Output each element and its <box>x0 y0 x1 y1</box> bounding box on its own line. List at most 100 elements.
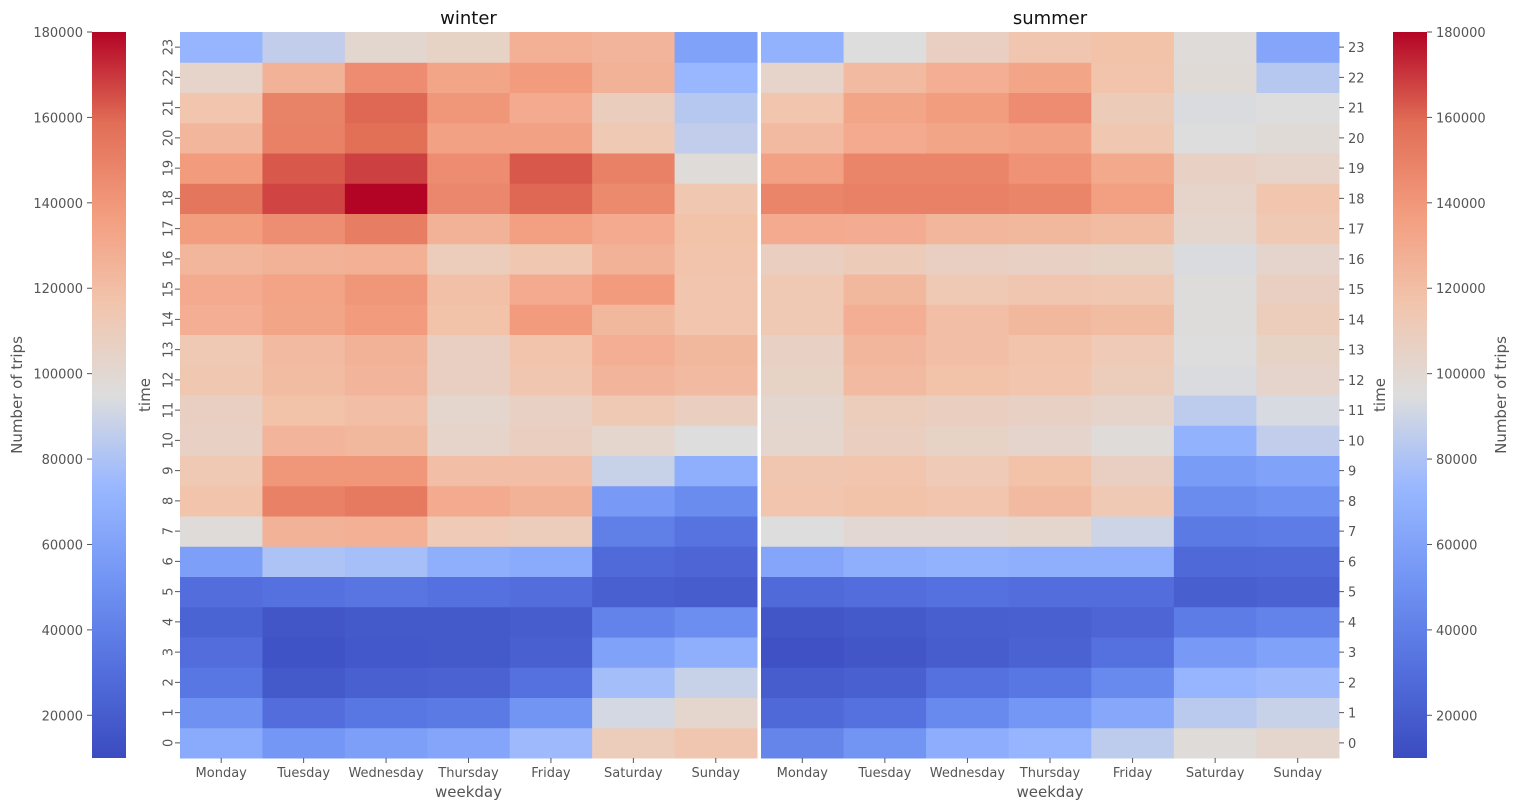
summer-ytick-label: 14 <box>1348 313 1365 328</box>
winter-cell-saturday-19 <box>592 153 676 184</box>
summer-cell-friday-20 <box>1091 122 1175 154</box>
colorbar-tick-label: 60000 <box>1436 538 1477 553</box>
summer-cell-wednesday-4 <box>926 606 1010 638</box>
winter-cell-monday-14 <box>180 304 263 335</box>
summer-cell-wednesday-12 <box>926 364 1010 396</box>
winter-xtick-label: Monday <box>196 766 248 781</box>
summer-cell-monday-16 <box>761 243 845 275</box>
winter-cell-tuesday-1 <box>262 697 346 729</box>
winter-cell-sunday-9 <box>674 455 758 487</box>
summer-cell-sunday-8 <box>1256 485 1340 517</box>
winter-cell-monday-22 <box>180 62 263 93</box>
winter-cell-friday-0 <box>509 727 593 759</box>
summer-cell-saturday-0 <box>1173 727 1257 759</box>
winter-cell-friday-11 <box>509 395 593 426</box>
winter-cell-monday-13 <box>180 334 263 366</box>
winter-cell-thursday-21 <box>427 92 511 124</box>
winter-cell-saturday-3 <box>592 637 676 668</box>
winter-cell-monday-6 <box>180 546 263 577</box>
summer-cell-sunday-12 <box>1256 364 1340 396</box>
summer-cell-monday-14 <box>761 304 845 335</box>
summer-ytick-label: 23 <box>1348 41 1365 56</box>
winter-cell-saturday-6 <box>592 546 676 577</box>
summer-cell-wednesday-19 <box>926 153 1010 184</box>
summer-cell-sunday-2 <box>1256 667 1340 698</box>
summer-cell-sunday-0 <box>1256 727 1340 759</box>
summer-cell-thursday-12 <box>1008 364 1092 396</box>
winter-cell-tuesday-2 <box>262 667 346 698</box>
summer-cell-wednesday-1 <box>926 697 1010 729</box>
winter-cell-saturday-4 <box>592 606 676 638</box>
summer-cell-monday-22 <box>761 62 845 93</box>
summer-ytick-label: 20 <box>1348 132 1365 147</box>
winter-cell-thursday-4 <box>427 606 511 638</box>
summer-cell-sunday-9 <box>1256 455 1340 487</box>
winter-cell-wednesday-12 <box>344 364 428 396</box>
winter-ytick-label: 3 <box>162 648 177 656</box>
winter-ytick-label: 12 <box>162 372 177 389</box>
summer-ytick-label: 15 <box>1348 283 1365 298</box>
summer-cell-tuesday-17 <box>843 213 927 245</box>
summer-cell-friday-22 <box>1091 62 1175 93</box>
summer-cell-thursday-13 <box>1008 334 1092 366</box>
winter-cell-thursday-12 <box>427 364 511 396</box>
winter-cell-wednesday-7 <box>344 516 428 547</box>
summer-cell-wednesday-9 <box>926 455 1010 487</box>
winter-cell-sunday-15 <box>674 274 758 305</box>
winter-cell-thursday-13 <box>427 334 511 366</box>
summer-cell-saturday-14 <box>1173 304 1257 335</box>
winter-ytick-label: 10 <box>162 432 177 449</box>
winter-cell-friday-18 <box>509 183 593 214</box>
winter-cell-saturday-11 <box>592 395 676 426</box>
winter-cell-tuesday-22 <box>262 62 346 93</box>
colorbar-tick-label: 80000 <box>1436 453 1477 468</box>
winter-ytick-label: 23 <box>162 39 177 56</box>
winter-cell-saturday-21 <box>592 92 676 124</box>
summer-cell-friday-15 <box>1091 274 1175 305</box>
summer-cell-tuesday-18 <box>843 183 927 214</box>
summer-cell-sunday-22 <box>1256 62 1340 93</box>
summer-cell-monday-7 <box>761 516 845 547</box>
summer-cell-thursday-3 <box>1008 637 1092 668</box>
winter-cell-monday-10 <box>180 425 263 456</box>
summer-cell-tuesday-16 <box>843 243 927 275</box>
winter-cell-saturday-23 <box>592 32 676 63</box>
winter-cell-sunday-22 <box>674 62 758 93</box>
summer-cell-wednesday-7 <box>926 516 1010 547</box>
winter-ytick-label: 11 <box>162 402 177 419</box>
winter-xtick-label: Saturday <box>604 766 663 781</box>
winter-ytick-label: 14 <box>162 311 177 328</box>
winter-cell-friday-13 <box>509 334 593 366</box>
summer-cell-sunday-15 <box>1256 274 1340 305</box>
summer-cell-thursday-10 <box>1008 425 1092 456</box>
summer-cell-thursday-0 <box>1008 727 1092 759</box>
winter-cell-thursday-10 <box>427 425 511 456</box>
summer-cell-wednesday-17 <box>926 213 1010 245</box>
summer-cell-thursday-7 <box>1008 516 1092 547</box>
summer-cell-wednesday-3 <box>926 637 1010 668</box>
winter-cell-tuesday-18 <box>262 183 346 214</box>
summer-ytick-label: 12 <box>1348 374 1365 389</box>
summer-ytick-label: 11 <box>1348 404 1365 419</box>
winter-cell-tuesday-16 <box>262 243 346 275</box>
winter-cell-thursday-18 <box>427 183 511 214</box>
winter-cell-wednesday-22 <box>344 62 428 93</box>
summer-cell-friday-3 <box>1091 637 1175 668</box>
winter-ytick-label: 1 <box>162 708 177 716</box>
winter-cell-thursday-2 <box>427 667 511 698</box>
summer-cell-friday-14 <box>1091 304 1175 335</box>
summer-cell-wednesday-20 <box>926 122 1010 154</box>
winter-heatmap: Monday Tuesday Wednesday Thursday Friday Satu… <box>136 8 758 801</box>
summer-cell-monday-8 <box>761 485 845 517</box>
winter-cell-wednesday-4 <box>344 606 428 638</box>
winter-ytick-label: 0 <box>162 739 177 747</box>
summer-cell-friday-10 <box>1091 425 1175 456</box>
colorbar-left: 20000 40000 60000 80000 100000 120000 140000 16… <box>8 26 126 758</box>
winter-cell-saturday-7 <box>592 516 676 547</box>
summer-cell-friday-21 <box>1091 92 1175 124</box>
summer-cell-saturday-19 <box>1173 153 1257 184</box>
winter-cell-wednesday-16 <box>344 243 428 275</box>
summer-cell-wednesday-13 <box>926 334 1010 366</box>
winter-cell-saturday-18 <box>592 183 676 214</box>
winter-ytick-label: 18 <box>162 190 177 207</box>
